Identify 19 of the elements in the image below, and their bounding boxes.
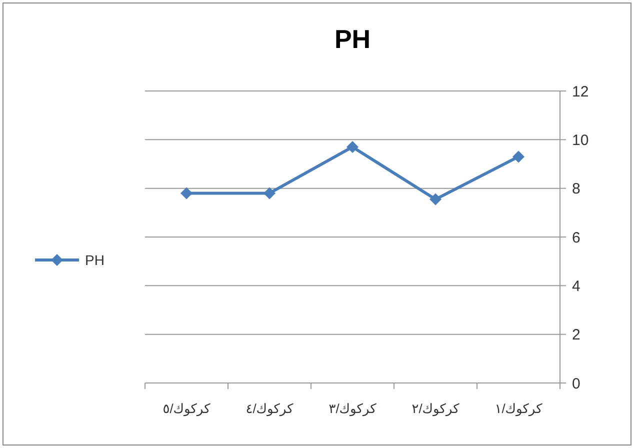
x-tick-label: كركوك/٣ bbox=[328, 401, 378, 417]
x-tick-label: كركوك/٢ bbox=[412, 401, 460, 417]
x-tick-label: كركوك/٤ bbox=[246, 401, 294, 417]
point bbox=[512, 150, 524, 163]
point bbox=[346, 140, 358, 153]
x-tick-label: كركوك/٥ bbox=[162, 401, 212, 417]
y-tick-label: 0 bbox=[572, 375, 580, 392]
chart-title: PH bbox=[334, 24, 371, 54]
x-tick-label: كركوك/١ bbox=[494, 401, 544, 417]
legend-label: PH bbox=[85, 252, 104, 268]
y-tick-label: 4 bbox=[572, 278, 580, 295]
y-tick-label: 6 bbox=[572, 229, 580, 246]
point bbox=[264, 187, 276, 200]
y-tick-label: 12 bbox=[572, 83, 589, 100]
point bbox=[180, 187, 192, 200]
point bbox=[430, 193, 442, 206]
y-tick-label: 8 bbox=[572, 180, 580, 198]
y-tick-label: 2 bbox=[572, 326, 580, 344]
y-tick-label: 10 bbox=[572, 132, 589, 149]
